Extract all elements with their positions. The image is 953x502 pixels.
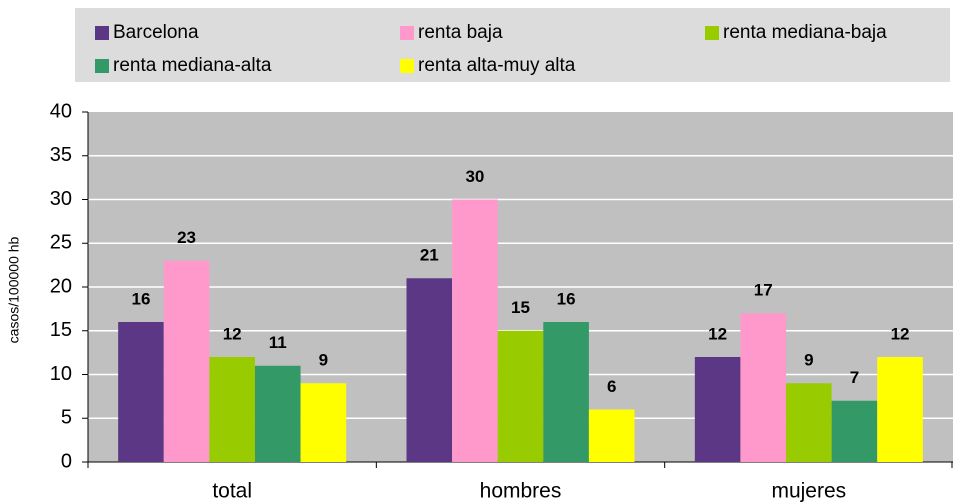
- x-tick-label: mujeres: [771, 480, 846, 502]
- bar: [543, 322, 589, 462]
- bar: [209, 357, 255, 462]
- bar: [831, 400, 878, 462]
- bar: [497, 330, 544, 462]
- value-label: 6: [607, 377, 616, 396]
- y-tick-label: 5: [61, 407, 72, 429]
- bar: [740, 313, 787, 462]
- y-tick-label: 35: [50, 144, 72, 166]
- bar: [588, 409, 635, 462]
- value-label: 15: [511, 298, 530, 317]
- legend-label: renta mediana-baja: [723, 22, 887, 43]
- legend-box: [75, 8, 950, 82]
- value-label: 16: [132, 289, 151, 308]
- value-label: 30: [465, 167, 484, 186]
- bar: [406, 278, 453, 462]
- y-tick-label: 25: [50, 232, 72, 254]
- y-tick-label: 0: [61, 450, 72, 472]
- value-label: 12: [708, 324, 727, 343]
- value-label: 17: [754, 281, 773, 300]
- legend-label: renta mediana-alta: [113, 55, 272, 76]
- value-label: 11: [269, 333, 287, 352]
- value-label: 16: [557, 289, 576, 308]
- value-label: 9: [804, 351, 813, 370]
- value-label: 12: [891, 324, 910, 343]
- bar: [118, 322, 164, 462]
- legend-swatch: [95, 59, 109, 73]
- value-label: 7: [850, 368, 859, 387]
- legend-label: renta baja: [418, 22, 503, 43]
- y-tick-label: 10: [50, 363, 72, 385]
- bar: [694, 357, 741, 462]
- y-tick-label: 20: [50, 275, 72, 297]
- legend-label: Barcelona: [113, 22, 199, 43]
- bar: [786, 383, 832, 462]
- y-tick-label: 30: [50, 188, 72, 210]
- bar: [163, 260, 210, 462]
- value-label: 9: [319, 351, 328, 370]
- y-tick-label: 15: [50, 319, 72, 341]
- value-label: 21: [420, 246, 439, 265]
- x-tick-label: total: [212, 480, 252, 502]
- bar: [452, 199, 498, 462]
- bar: [877, 357, 923, 462]
- value-label: 23: [177, 228, 196, 247]
- legend-swatch: [400, 59, 414, 73]
- bar: [300, 383, 347, 462]
- bar: [254, 365, 301, 462]
- legend-swatch: [95, 26, 109, 40]
- y-axis-label: casos/100000 hb: [6, 236, 22, 343]
- legend-swatch: [400, 26, 414, 40]
- legend-label: renta alta-muy alta: [418, 55, 576, 76]
- value-label: 12: [223, 324, 242, 343]
- x-tick-label: hombres: [480, 480, 562, 502]
- legend-swatch: [705, 26, 719, 40]
- y-tick-label: 40: [50, 100, 72, 122]
